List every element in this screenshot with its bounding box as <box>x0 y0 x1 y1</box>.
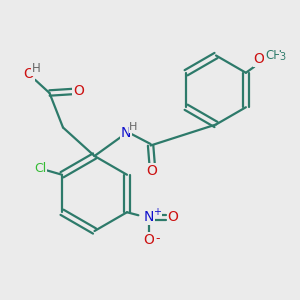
Text: O: O <box>253 52 264 66</box>
Text: O: O <box>24 68 34 81</box>
Text: O: O <box>73 84 84 98</box>
Text: N: N <box>144 210 154 224</box>
Text: Cl: Cl <box>34 162 46 175</box>
Text: O: O <box>147 164 158 178</box>
Text: 3: 3 <box>279 52 286 62</box>
Text: -: - <box>155 232 160 245</box>
Text: CH: CH <box>265 49 282 62</box>
Text: N: N <box>121 126 131 140</box>
Text: +: + <box>153 207 161 217</box>
Text: O: O <box>167 210 178 224</box>
Text: O: O <box>143 233 154 247</box>
Text: H: H <box>129 122 138 133</box>
Text: H: H <box>32 62 40 76</box>
